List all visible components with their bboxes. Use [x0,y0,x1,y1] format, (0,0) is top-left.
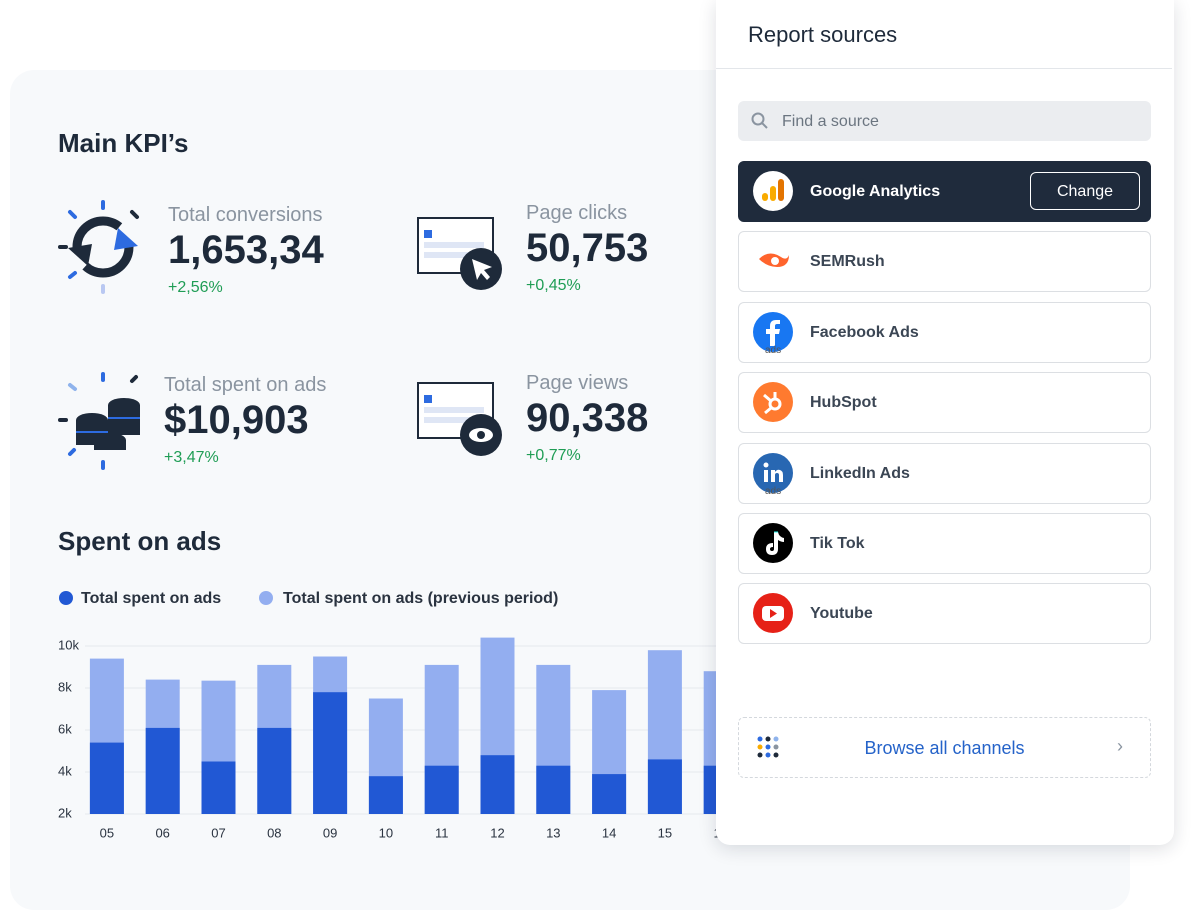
bar [145,727,180,814]
legend-marker [259,591,273,605]
search-placeholder: Find a source [782,113,879,130]
legend-label: Total spent on ads [81,590,221,607]
source-name: LinkedIn Ads [810,464,910,482]
kpi-label: Page views [526,372,629,394]
source-icon [753,523,793,563]
kpi-title: Main KPI’s [58,128,189,158]
source-icon [753,171,793,211]
browse-label: Browse all channels [864,738,1025,758]
x-tick-label: 13 [546,825,560,840]
icon-conversions [58,200,139,294]
x-tick-label: 09 [323,825,337,840]
channels-icon [757,736,779,758]
bar [647,759,682,814]
x-tick-label: 14 [602,825,616,840]
y-tick-label: 8k [58,679,72,694]
source-name: HubSpot [810,394,877,412]
source-name: SEMRush [810,253,885,271]
change-button[interactable]: Change [1030,172,1140,210]
bar [592,774,627,814]
kpi-value: $10,903 [164,398,309,442]
bar [368,776,403,814]
kpi-label: Page clicks [526,202,628,224]
source-icon [753,382,793,423]
legend-label: Total spent on ads (previous period) [283,590,558,607]
kpi-change: +2,56% [168,279,223,296]
x-tick-label: 15 [658,825,672,840]
y-tick-label: 2k [58,805,72,820]
source-name: Google Analytics [810,183,941,200]
source-icon [753,593,793,634]
search-box[interactable]: Find a source [738,101,1151,141]
kpi-value: 1,653,34 [168,228,324,272]
kpi-change: +0,77% [526,447,581,464]
bar [480,755,515,814]
source-name: Youtube [810,605,873,623]
chevron: › [1117,736,1123,756]
bar [257,727,292,814]
source-row[interactable]: SEMRush [738,231,1151,293]
browse-channels[interactable]: Browse all channels › [738,717,1151,778]
x-tick-label: 11 [435,825,449,840]
source-name: Tik Tok [810,535,865,552]
source-row[interactable]: Youtube [738,583,1151,645]
source-badge: ads [765,485,782,497]
source-icon [753,311,793,352]
source-row[interactable]: HubSpot [738,372,1151,434]
icon-clicks [417,217,502,290]
source-row[interactable]: LinkedIn Ads ads [738,442,1151,504]
x-tick-label: 06 [155,825,169,840]
kpi-value: 90,338 [526,396,649,440]
source-badge: ads [765,344,782,356]
legend-marker [59,591,73,605]
chart-title: Spent on ads [58,526,221,556]
x-tick-label: 07 [211,825,225,840]
kpi-change: +3,47% [164,449,219,466]
source-row[interactable]: Tik Tok [738,513,1151,574]
source-name: Facebook Ads [810,323,919,341]
panel-title: Report sources [748,22,898,47]
bar [424,765,459,814]
divider [716,68,1172,69]
source-icon [759,253,789,268]
source-icon [753,452,793,493]
bar [89,742,124,814]
x-tick-label: 12 [490,825,504,840]
bar [201,761,236,814]
search-icon [751,112,768,129]
y-tick-label: 4k [58,763,72,778]
source-row[interactable]: Facebook Ads ads [738,301,1151,363]
bar [536,765,571,814]
report-sources-panel: Report sources Find a source Google Anal… [716,0,1174,845]
icon-views [417,382,502,456]
x-tick-label: 05 [100,825,114,840]
kpi-label: Total conversions [168,204,323,226]
kpi-change: +0,45% [526,277,581,294]
kpi-value: 50,753 [526,226,649,270]
source-row[interactable]: Google Analytics Change [738,161,1151,222]
y-tick-label: 10k [58,637,79,652]
x-tick-label: 08 [267,825,281,840]
x-tick-label: 10 [379,825,393,840]
bar [313,692,348,814]
kpi-label: Total spent on ads [164,374,327,396]
icon-coins [58,372,140,470]
y-tick-label: 6k [58,721,72,736]
